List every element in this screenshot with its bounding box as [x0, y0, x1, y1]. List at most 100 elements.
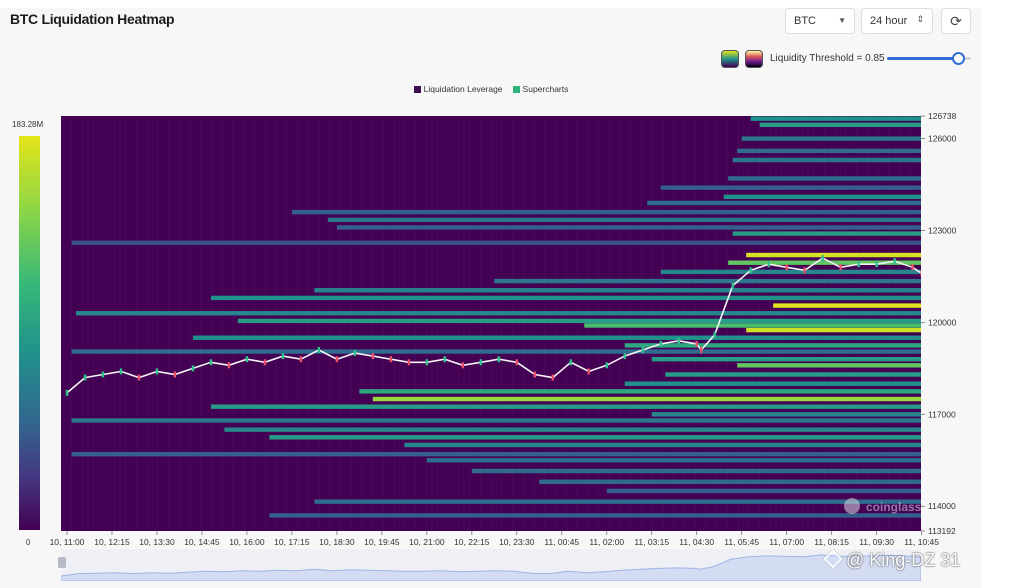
liquidation-band: [224, 427, 921, 432]
x-tick-label: 11, 04:30: [679, 537, 714, 547]
threshold-slider[interactable]: [887, 52, 971, 65]
price-candle: [461, 362, 465, 369]
range-select[interactable]: 24 hour ⇕: [861, 8, 933, 34]
liquidation-band: [750, 116, 921, 121]
legend-swatch: [512, 85, 520, 93]
price-candle: [317, 347, 321, 354]
price-candle: [353, 350, 357, 357]
legend-item-supercharts[interactable]: Supercharts: [512, 84, 568, 94]
viridis-palette-icon[interactable]: [721, 50, 739, 68]
x-tick-label: 11, 09:30: [859, 537, 894, 547]
liquidation-band: [71, 451, 921, 457]
liquidation-band: [71, 240, 921, 245]
price-candle: [263, 359, 267, 366]
price-candle: [119, 368, 123, 375]
x-tick-label: 10, 18:30: [319, 537, 355, 547]
y-tick-label: 114000: [928, 501, 956, 511]
time-navigator[interactable]: [61, 549, 921, 581]
price-candle: [173, 371, 177, 378]
legend-item-liquidation-leverage[interactable]: Liquidation Leverage: [413, 84, 503, 94]
price-candle: [821, 255, 824, 262]
liquidation-band: [665, 372, 921, 377]
liquidation-band: [660, 269, 921, 275]
y-tick-label: 113192: [928, 526, 956, 536]
liquidation-band: [732, 231, 921, 236]
liquidation-band: [660, 185, 921, 190]
price-candle: [155, 368, 159, 375]
price-line: [66, 257, 921, 394]
price-candle: [533, 371, 536, 378]
liquidation-band: [471, 468, 921, 474]
price-candle: [425, 359, 429, 366]
liquidation-band: [651, 356, 921, 362]
price-candle: [695, 340, 698, 347]
liquidation-band: [192, 335, 921, 340]
navigator-handle[interactable]: [58, 557, 66, 568]
price-candle: [497, 356, 500, 363]
x-tick-label: 10, 16:00: [229, 537, 265, 547]
page-title: BTC Liquidation Heatmap: [10, 11, 175, 27]
colorbar-max-label: 183.28M: [12, 120, 44, 129]
magma-palette-icon[interactable]: [745, 50, 763, 68]
price-candle: [443, 356, 447, 363]
x-tick-label: 10, 12:15: [94, 537, 130, 547]
price-candle: [83, 374, 87, 381]
liquidation-band: [426, 458, 921, 463]
price-candle: [893, 258, 896, 265]
price-candle: [389, 356, 393, 363]
price-candle: [281, 353, 285, 360]
refresh-icon: ⟳: [950, 12, 962, 29]
price-candle: [659, 340, 662, 347]
liquidation-band: [773, 303, 921, 308]
y-tick-label: 117000: [928, 409, 956, 419]
y-tick-label: 123000: [928, 226, 957, 236]
x-tick-label: 11, 05:45: [724, 537, 759, 547]
x-tick-label: 10, 17:15: [274, 537, 310, 547]
x-tick-label: 10, 13:30: [139, 537, 175, 547]
price-candle: [677, 337, 680, 344]
y-tick-label: 126000: [928, 134, 957, 144]
liquidation-band: [728, 176, 921, 181]
price-candle: [191, 365, 195, 372]
brand-watermark: coinglass: [866, 500, 922, 514]
price-candle: [569, 359, 572, 366]
liquidation-band: [404, 442, 921, 448]
price-candle: [227, 362, 231, 369]
price-candle: [65, 389, 69, 396]
liquidation-band: [746, 327, 921, 333]
range-select-value: 24 hour: [870, 15, 908, 27]
liquidation-band: [539, 479, 921, 484]
liquidation-band: [75, 311, 921, 316]
price-candle: [479, 359, 483, 366]
chevron-down-icon: ▼: [838, 16, 846, 25]
colorbar-min-label: 0: [26, 538, 31, 547]
price-candle: [857, 261, 860, 268]
liquidation-band: [269, 513, 921, 518]
liquidation-band: [291, 209, 921, 215]
price-candle: [920, 270, 921, 277]
price-candle: [785, 264, 788, 271]
liquidation-band: [647, 200, 921, 206]
threshold-slider-thumb[interactable]: [952, 52, 966, 65]
liquidation-band: [737, 148, 921, 154]
liquidation-band: [336, 225, 921, 230]
user-watermark-text: @ King-DZ 31: [846, 550, 961, 570]
liquidation-band: [624, 381, 921, 386]
price-candle: [551, 374, 554, 381]
x-tick-label: 11, 10:45: [904, 537, 939, 547]
x-tick-label: 11, 02:00: [589, 537, 624, 547]
liquidation-band: [737, 363, 921, 368]
price-candle: [407, 359, 411, 366]
x-tick-label: 11, 00:45: [544, 537, 579, 547]
chart-legend: Liquidation Leverage Supercharts: [0, 84, 982, 94]
threshold-label: Liquidity Threshold = 0.85: [770, 53, 885, 64]
colorbar: [19, 136, 40, 530]
price-candle: [767, 261, 770, 268]
price-candle: [371, 353, 375, 360]
refresh-button[interactable]: ⟳: [941, 8, 971, 34]
x-tick-label: 10, 22:15: [454, 537, 490, 547]
x-tick-label: 10, 23:30: [499, 537, 535, 547]
chevron-updown-icon: ⇕: [916, 14, 924, 24]
symbol-select[interactable]: BTC ▼: [785, 8, 855, 34]
